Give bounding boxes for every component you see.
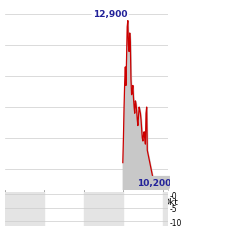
Text: 10,200: 10,200	[137, 178, 171, 187]
Text: Okt: Okt	[5, 197, 21, 206]
Bar	[163, 192, 168, 226]
Text: Jan: Jan	[44, 197, 58, 206]
Text: Jul: Jul	[123, 197, 134, 206]
Text: 12,900: 12,900	[93, 10, 127, 19]
Text: Okt: Okt	[163, 197, 179, 206]
Bar	[84, 192, 123, 226]
Bar	[5, 192, 44, 226]
Text: Apr: Apr	[84, 197, 100, 206]
